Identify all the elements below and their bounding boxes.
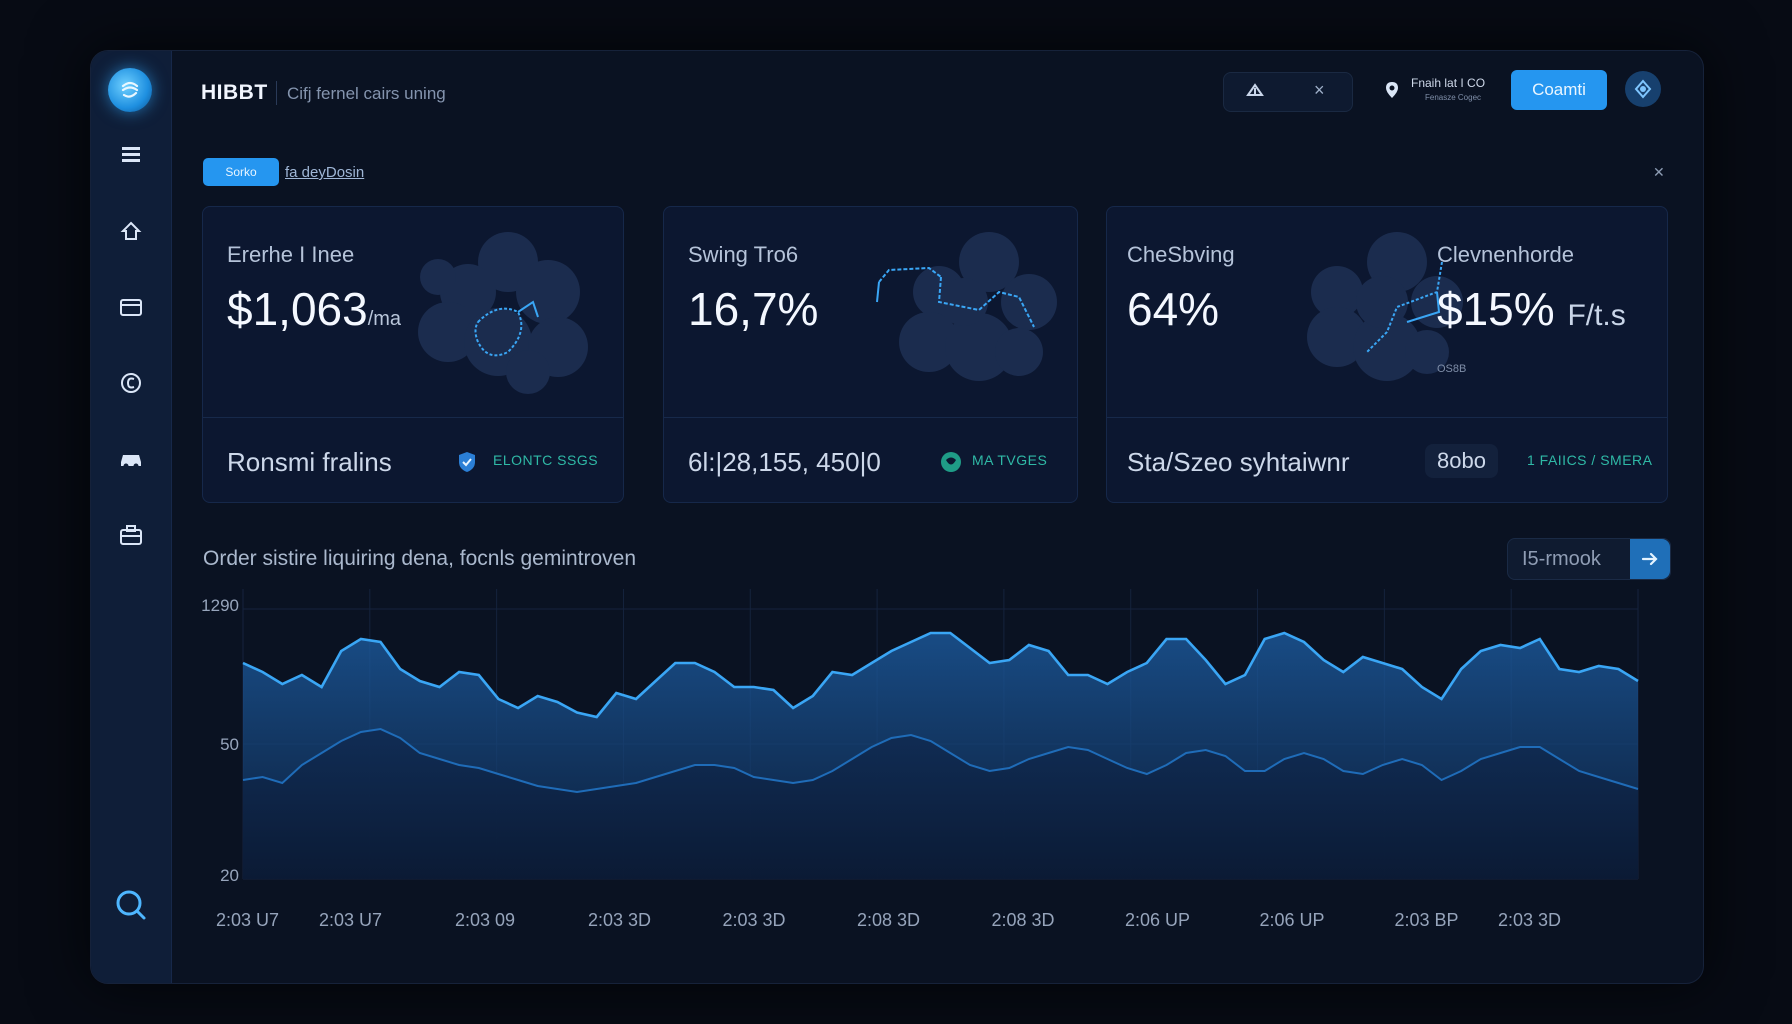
card-value: 64% [1127,283,1220,335]
card-footer: Sta/Szeo syhtaiwnr [1127,447,1350,477]
chart-section-title: Order sistire liquiring dena, focnls gem… [203,547,637,570]
x-tick-label: 2:03 BP [1394,910,1458,930]
y-tick-label: 1290 [201,596,239,615]
card-label-secondary: Clevnenhorde [1437,242,1574,267]
user-role: Fenasze Cogec [1425,93,1482,102]
location-pin-icon[interactable] [1385,81,1399,104]
card-badge: ELONTC SSGS [493,452,599,468]
sidebar [91,51,172,983]
home-icon[interactable] [113,213,149,249]
card-divider [203,417,623,418]
region-map-graphic [1307,232,1463,381]
series-2-line [242,727,1639,794]
list-icon[interactable] [113,137,149,173]
card-footer: Ronsmi fralins [227,447,392,477]
card-value-unit: /ma [367,308,402,330]
card-label: CheSbving [1127,242,1235,267]
card-divider [1107,417,1667,418]
metric-card-3[interactable]: CheSbving 64% Clevnenhorde $15% F/t.s OS… [1106,206,1668,503]
x-tick-label: 2:06 UP [1125,910,1190,930]
y-tick-label: 50 [220,735,239,754]
close-icon[interactable]: × [1314,80,1325,100]
card-divider [664,417,1077,418]
app-title: HIBBT [201,81,268,104]
x-tick-label: 2:03 3D [588,910,651,930]
x-tick-label: 2:03 3D [1498,910,1561,930]
dismiss-icon[interactable]: ✕ [1653,164,1665,180]
region-map-graphic [418,232,588,394]
chart-search-input[interactable]: I5-rmook [1522,548,1601,570]
x-tick-label: 2:03 U7 [216,910,279,930]
topbar-toggle-group: × [1223,72,1353,112]
x-tick-label: 2:08 3D [991,910,1054,930]
folder-icon[interactable] [113,289,149,325]
arrow-right-icon[interactable] [1630,539,1670,579]
x-tick-label: 2:03 09 [455,910,515,930]
card-value-secondary-number: $15% [1437,283,1555,335]
search-icon[interactable] [113,887,149,923]
filter-link[interactable]: fa deyDosin [285,164,365,181]
x-tick-label: 2:08 3D [857,910,920,930]
card-value-secondary-unit: F/t.s [1567,299,1626,332]
card-footer: 6l:|28,155, 450|0 [688,447,881,477]
area-chart: 1290 50 20 2:03 U7 2:03 U7 2:03 09 2:03 3D 2:03… [201,589,1639,930]
card-sub-note: OS8B [1437,363,1467,375]
user-name: Fnaih lat I CO [1411,76,1486,90]
card-value-number: $1,063 [227,283,368,335]
filter-icon[interactable] [1246,82,1264,103]
y-tick-label: 20 [220,866,239,885]
region-map-graphic [876,232,1057,381]
series-1-line [242,631,1639,719]
metric-card-1[interactable]: Ererhe I Inee $1,063/ma Ronsmi fralins E… [202,206,624,503]
logo[interactable] [108,68,152,112]
chart-search-box[interactable]: I5-rmook [1507,538,1671,580]
car-icon[interactable] [113,441,149,477]
card-value-secondary: $15% F/t.s [1437,282,1626,336]
metric-card-2[interactable]: Swing Tro6 16,7% 6l:|28,155, 450|0 MA TV… [663,206,1078,503]
card-chip[interactable]: 8obo [1425,444,1498,478]
settings-icon[interactable] [1625,71,1661,107]
app-window: HIBBT Cifj fernel cairs uning × Fnaih la… [90,50,1704,984]
card-label: Ererhe I Inee [227,242,355,267]
card-label: Swing Tro6 [688,242,799,267]
coin-icon[interactable] [113,365,149,401]
x-tick-label: 2:06 UP [1259,910,1324,930]
x-tick-label: 2:03 3D [722,910,785,930]
app-subtitle: Cifj fernel cairs uning [287,84,446,103]
x-tick-label: 2:03 U7 [319,910,382,930]
card-value: $1,063/ma [227,282,401,336]
title-divider [276,81,277,105]
connect-button[interactable]: Coamti [1511,70,1607,110]
briefcase-icon[interactable] [113,517,149,553]
logo-icon [121,81,139,98]
leaf-icon [940,451,962,478]
card-badge: MA TVGES [972,452,1048,468]
card-value: 16,7% [688,283,819,335]
card-badge: 1 FAIICS / SMERA [1527,452,1653,468]
series-2-area [243,729,1638,879]
filter-tag[interactable]: Sorko [203,158,279,186]
shield-icon [457,451,477,478]
